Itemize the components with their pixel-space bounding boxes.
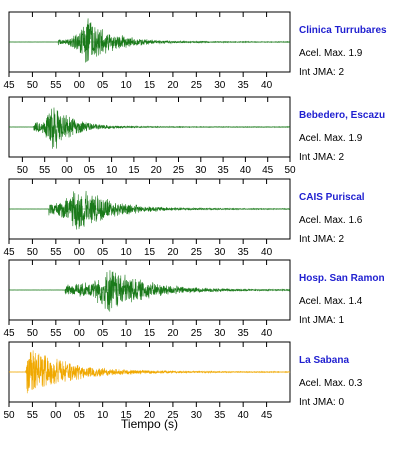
panel-2: 50 55 00 05 10 15 20 25 30 35 40 45 50 Bebedero, Esca… [8, 96, 385, 176]
station-name: La Sabana [299, 355, 349, 366]
x-tick-label: 10 [121, 247, 133, 258]
x-tick-label: 35 [238, 247, 250, 258]
x-tick-label: 15 [144, 80, 156, 91]
x-tick-label: 25 [191, 247, 203, 258]
int-jma: Int JMA: 2 [299, 234, 344, 245]
x-tick-label: 25 [167, 410, 179, 421]
seismic-trace [8, 350, 291, 394]
panel-3: 45 50 55 00 05 10 15 20 25 30 35 40 CAIS Puriscal Ace… [3, 178, 365, 258]
x-tick-label: 25 [191, 328, 203, 339]
seismic-trace [9, 107, 291, 149]
panel-4: 45 50 55 00 05 10 15 20 25 30 35 40 Hosp. San Ramon A… [3, 259, 385, 339]
x-tick-label: 55 [50, 328, 62, 339]
x-tick-label: 30 [214, 80, 226, 91]
x-tick-label: 45 [3, 80, 15, 91]
x-tick-label: 35 [238, 80, 250, 91]
x-tick-label: 05 [97, 80, 109, 91]
x-tick-label: 45 [3, 328, 15, 339]
x-tick-label: 20 [167, 247, 179, 258]
x-tick-label: 45 [262, 165, 274, 176]
x-tick-label: 15 [128, 165, 140, 176]
station-name: Clinica Turrubares [299, 25, 387, 36]
x-tick-label: 00 [50, 410, 62, 421]
x-tick-label: 50 [284, 165, 296, 176]
x-tick-label: 40 [261, 328, 273, 339]
x-tick-label: 25 [191, 80, 203, 91]
x-tick-label: 50 [17, 165, 29, 176]
panel-1: 45 50 55 00 05 10 15 20 25 30 35 40 Clinica Turrubar… [3, 11, 387, 91]
int-jma: Int JMA: 1 [299, 315, 344, 326]
x-tick-label: 55 [50, 247, 62, 258]
x-tick-label: 05 [84, 165, 96, 176]
x-tick-label: 05 [74, 410, 86, 421]
x-tick-label: 15 [121, 410, 133, 421]
x-tick-label: 20 [151, 165, 163, 176]
acel-max: Acel. Max. 1.6 [299, 215, 363, 226]
x-tick-label: 25 [173, 165, 185, 176]
x-tick-label: 00 [61, 165, 73, 176]
x-tick-label: 30 [195, 165, 207, 176]
x-tick-label: 40 [261, 80, 273, 91]
x-tick-label: 10 [106, 165, 118, 176]
seismic-trace [8, 270, 291, 312]
x-tick-label: 40 [240, 165, 252, 176]
x-tick-label: 50 [27, 247, 39, 258]
x-tick-label: 00 [74, 80, 86, 91]
x-tick-label: 50 [27, 80, 39, 91]
station-name: Hosp. San Ramon [299, 273, 385, 284]
station-name: CAIS Puriscal [299, 192, 365, 203]
acel-max: Acel. Max. 1.9 [299, 48, 363, 59]
x-tick-label: 30 [214, 328, 226, 339]
x-axis-label: Tiempo (s) [121, 417, 178, 431]
panel-5: 50 55 00 05 10 15 20 25 30 35 40 45 La Sabana Acel. M… [3, 341, 363, 421]
x-tick-label: 30 [214, 247, 226, 258]
x-tick-label: 40 [261, 247, 273, 258]
int-jma: Int JMA: 2 [299, 152, 344, 163]
x-tick-label: 20 [144, 410, 156, 421]
x-tick-label: 50 [27, 328, 39, 339]
x-tick-label: 35 [214, 410, 226, 421]
acel-max: Acel. Max. 1.9 [299, 133, 363, 144]
x-tick-label: 55 [27, 410, 39, 421]
x-tick-label: 35 [238, 328, 250, 339]
x-tick-label: 10 [121, 328, 133, 339]
x-tick-label: 15 [144, 247, 156, 258]
x-tick-label: 20 [167, 80, 179, 91]
x-tick-label: 45 [3, 247, 15, 258]
x-tick-label: 45 [261, 410, 273, 421]
x-tick-label: 55 [50, 80, 62, 91]
seismic-trace [8, 190, 291, 230]
x-tick-label: 15 [144, 328, 156, 339]
acel-max: Acel. Max. 0.3 [299, 378, 363, 389]
x-tick-label: 00 [74, 247, 86, 258]
int-jma: Int JMA: 2 [299, 67, 344, 78]
x-tick-label: 10 [97, 410, 109, 421]
x-tick-label: 05 [97, 328, 109, 339]
station-name: Bebedero, Escazu [299, 110, 385, 121]
x-tick-label: 10 [121, 80, 133, 91]
acel-max: Acel. Max. 1.4 [299, 296, 363, 307]
seismic-trace [8, 18, 291, 63]
x-tick-label: 30 [191, 410, 203, 421]
int-jma: Int JMA: 0 [299, 397, 344, 408]
x-tick-label: 05 [97, 247, 109, 258]
x-tick-label: 35 [218, 165, 230, 176]
x-tick-label: 55 [39, 165, 51, 176]
x-tick-label: 40 [238, 410, 250, 421]
x-tick-label: 20 [167, 328, 179, 339]
x-tick-label: 50 [3, 410, 15, 421]
x-tick-label: 00 [74, 328, 86, 339]
